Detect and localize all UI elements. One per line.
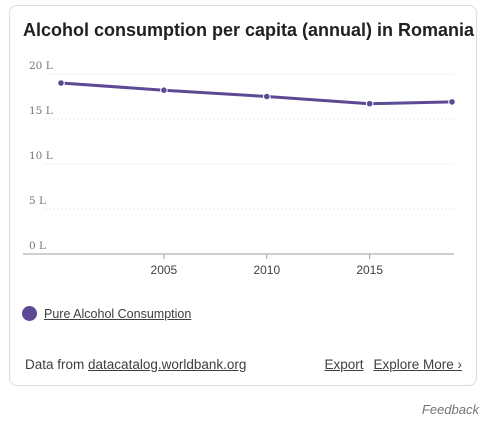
y-tick-label: 10 L	[29, 150, 53, 162]
source-link[interactable]: datacatalog.worldbank.org	[88, 357, 247, 372]
data-source: Data from datacatalog.worldbank.org	[25, 357, 246, 372]
y-tick-label: 20 L	[29, 60, 53, 72]
y-tick-label: 5 L	[29, 195, 46, 207]
y-tick-label: 15 L	[29, 105, 53, 117]
x-tick-label: 2015	[356, 263, 383, 277]
explore-more-link[interactable]: Explore More ›	[373, 357, 462, 372]
source-prefix: Data from	[25, 357, 89, 372]
y-tick-label: 0 L	[29, 240, 46, 252]
data-point	[57, 79, 65, 87]
chart-card: Alcohol consumption per capita (annual) …	[9, 5, 477, 386]
chart-title: Alcohol consumption per capita (annual) …	[23, 20, 475, 40]
chart-actions: Export Explore More ›	[324, 357, 462, 372]
series-line	[60, 81, 453, 106]
data-point	[365, 99, 374, 108]
export-link[interactable]: Export	[324, 357, 364, 372]
feedback-link[interactable]: Feedback	[421, 402, 479, 417]
data-point	[262, 92, 271, 101]
legend-label[interactable]: Pure Alcohol Consumption	[44, 306, 192, 321]
x-tick-label: 2005	[151, 263, 178, 277]
x-tick-label: 2010	[253, 263, 280, 277]
data-point	[160, 86, 168, 94]
line-chart: 0 L 5 L 10 L 15 L 20 L 2005 2010 2015	[23, 60, 456, 277]
data-point	[448, 98, 456, 106]
legend-marker	[22, 306, 37, 321]
legend[interactable]: Pure Alcohol Consumption	[22, 306, 191, 321]
